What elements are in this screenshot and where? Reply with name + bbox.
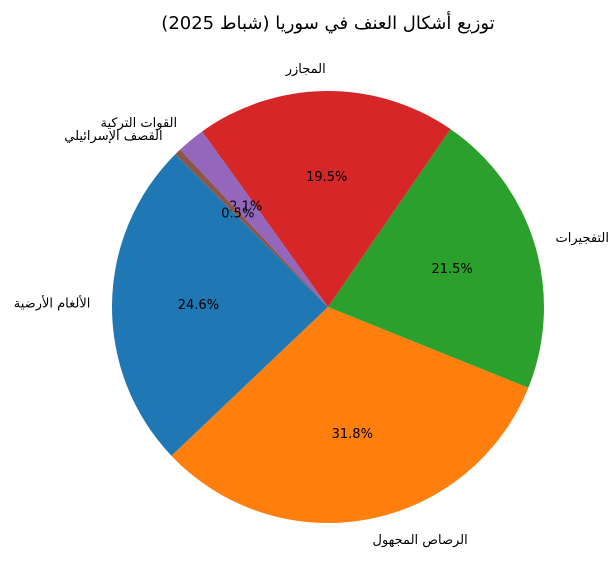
slice-label: الألغام الأرضية xyxy=(14,295,91,312)
slice-label: القوات التركية xyxy=(101,116,178,131)
slice-label: التفجيرات xyxy=(556,231,609,246)
pie-slice xyxy=(112,154,328,456)
pie-slice xyxy=(171,307,529,523)
value-label: 21.5% xyxy=(431,262,472,277)
pie-slice xyxy=(175,149,328,307)
value-label: 19.5% xyxy=(306,170,347,185)
slice-label: القصف الإسرائيلي xyxy=(64,129,162,144)
pie-slice xyxy=(202,90,451,308)
chart-title: توزيع أشكال العنف في سوريا (شباط 2025) xyxy=(161,11,494,34)
pie-slice xyxy=(328,129,544,388)
value-label: 0.5% xyxy=(221,206,254,221)
slice-label: المجازر xyxy=(285,62,326,77)
value-label: 31.8% xyxy=(332,427,373,442)
value-label: 24.6% xyxy=(178,298,219,313)
pie-slice xyxy=(180,131,328,307)
slice-label: الرصاص المجهول xyxy=(373,533,468,548)
